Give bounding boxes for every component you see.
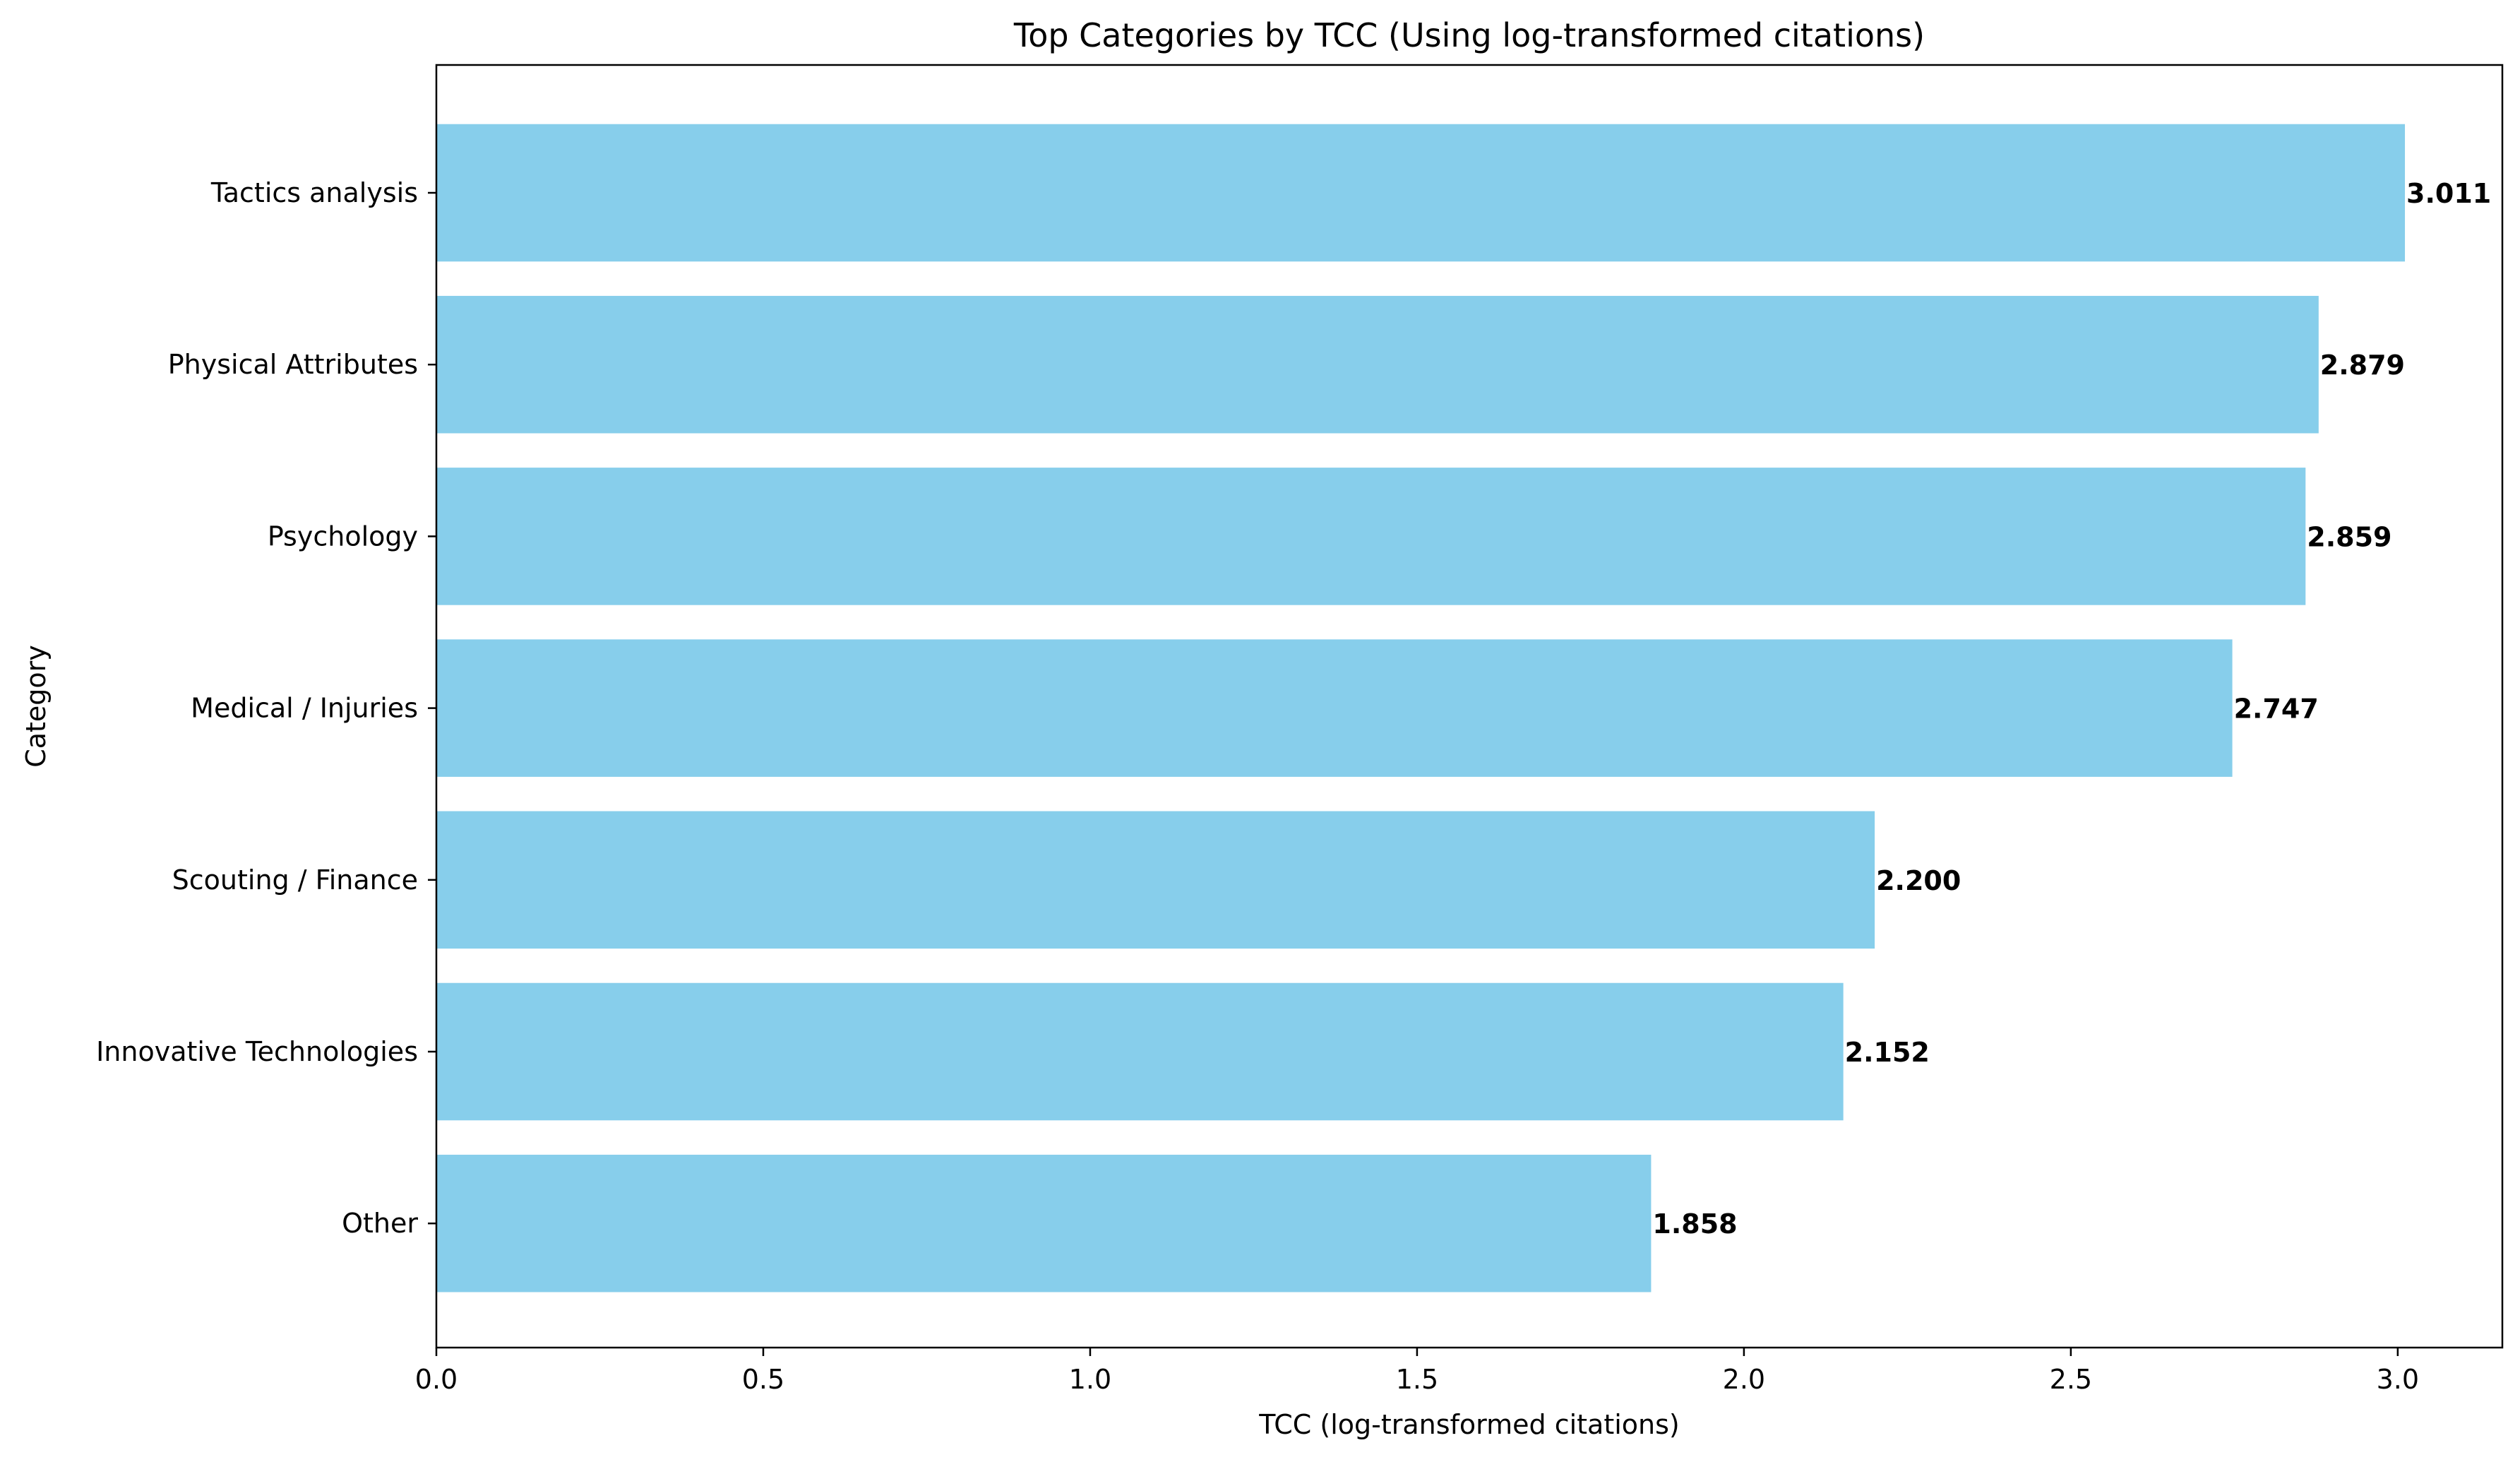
plot-frame <box>435 64 2504 1349</box>
x-axis-label: TCC (log-transformed citations) <box>1258 1409 1680 1440</box>
y-tick-label: Physical Attributes <box>168 349 418 380</box>
x-tick-label: 2.0 <box>1723 1364 1765 1395</box>
y-tick-label: Scouting / Finance <box>172 864 418 896</box>
bar-value-label: 2.859 <box>2307 521 2391 552</box>
bar <box>436 1154 1652 1292</box>
bar-value-label: 1.858 <box>1652 1208 1737 1240</box>
bar-value-label: 2.879 <box>2320 350 2405 381</box>
y-tick-label: Medical / Injuries <box>191 693 418 724</box>
x-tick-label: 0.0 <box>415 1364 458 1395</box>
bar <box>436 982 1844 1121</box>
y-axis-label: Category <box>20 645 52 768</box>
y-tick-label: Other <box>342 1208 418 1239</box>
bar <box>436 468 2306 605</box>
bar <box>436 295 2319 434</box>
bar-value-label: 2.152 <box>1845 1037 1930 1068</box>
ticks-layer: Tactics analysis Physical Attributes Psych… <box>96 177 2419 1395</box>
x-tick-label: 1.0 <box>1069 1364 1111 1395</box>
bar-value-label: 2.200 <box>1876 865 1961 896</box>
x-tick-label: 0.5 <box>742 1364 784 1395</box>
x-tick-label: 1.5 <box>1396 1364 1438 1395</box>
bar-value-label: 3.011 <box>2406 178 2491 209</box>
bars-layer: 3.011 2.879 2.859 2.747 2.200 2.152 1.858 <box>436 124 2491 1292</box>
bar <box>436 124 2406 262</box>
bar <box>436 639 2233 777</box>
y-tick-label: Innovative Technologies <box>96 1036 418 1067</box>
x-tick-label: 2.5 <box>2050 1364 2092 1395</box>
bar <box>436 811 1875 949</box>
x-tick-label: 3.0 <box>2377 1364 2419 1395</box>
bar-value-label: 2.747 <box>2234 694 2319 725</box>
y-tick-label: Tactics analysis <box>210 177 418 208</box>
chart-title: Top Categories by TCC (Using log-transfo… <box>1013 16 1925 54</box>
y-tick-label: Psychology <box>268 521 418 552</box>
